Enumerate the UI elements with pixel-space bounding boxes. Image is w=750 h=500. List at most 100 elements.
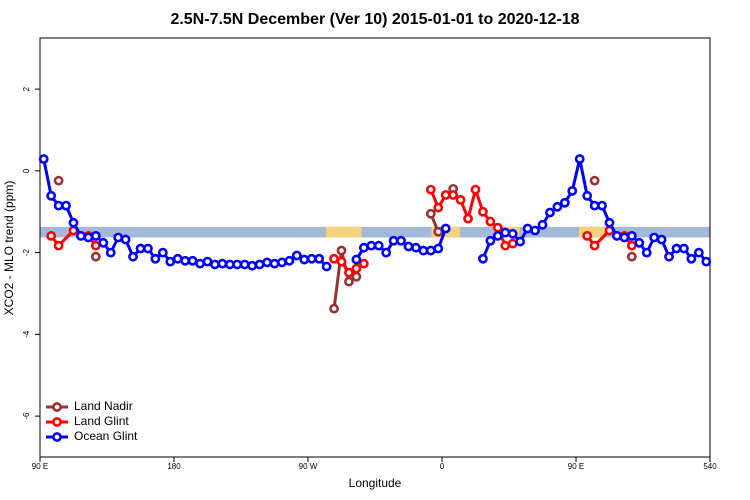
marker (500, 240, 511, 251)
marker (433, 202, 444, 213)
marker (567, 185, 578, 196)
y-tick-label: 2 (22, 86, 31, 91)
marker (351, 271, 362, 282)
marker (329, 253, 339, 264)
marker (440, 223, 451, 234)
marker (232, 259, 243, 270)
band-highlight (578, 226, 606, 238)
marker (433, 226, 444, 237)
x-tick-label: 180 (167, 462, 181, 471)
marker (83, 232, 94, 243)
chart-title: 2.5N-7.5N December (Ver 10) 2015-01-01 t… (170, 11, 579, 28)
marker (433, 243, 444, 254)
y-tick-label: -6 (22, 412, 31, 420)
marker (90, 240, 101, 251)
marker (269, 258, 280, 269)
x-tick-label: 90 E (32, 462, 48, 471)
marker (440, 190, 451, 200)
marker (120, 234, 131, 245)
marker (150, 253, 161, 264)
marker (135, 243, 146, 254)
marker (157, 247, 168, 258)
marker (641, 247, 652, 258)
x-tick-label: 90 W (299, 462, 318, 471)
marker (61, 200, 71, 211)
marker (507, 238, 518, 249)
marker (165, 256, 176, 267)
marker (38, 154, 49, 164)
legend-marker (52, 417, 62, 427)
marker (90, 251, 101, 262)
marker (53, 240, 64, 251)
marker (612, 230, 622, 241)
marker (559, 197, 570, 208)
marker (492, 222, 503, 233)
legend-label: Land Nadir (74, 399, 133, 413)
marker (329, 303, 339, 314)
marker (597, 200, 607, 211)
legend-marker (52, 432, 62, 442)
marker (224, 259, 235, 270)
legend-marker (52, 402, 62, 412)
marker (604, 217, 615, 228)
marker (485, 216, 496, 227)
marker (455, 194, 466, 205)
marker (634, 237, 645, 248)
marker (336, 245, 347, 256)
marker (500, 227, 511, 238)
marker (98, 237, 109, 248)
x-axis-label: Longitude (349, 476, 402, 490)
marker (463, 213, 473, 224)
marker (582, 190, 593, 201)
marker (589, 240, 600, 251)
marker (582, 230, 593, 241)
marker (351, 254, 362, 265)
marker (239, 259, 250, 270)
marker (478, 206, 488, 217)
marker (291, 250, 302, 261)
plot-frame (39, 37, 711, 458)
marker (195, 258, 205, 269)
marker (418, 245, 429, 256)
marker (619, 232, 630, 243)
marker (90, 230, 101, 241)
marker (306, 253, 317, 264)
series-line (42, 158, 328, 268)
marker (411, 242, 421, 253)
y-axis-label: XCO2 - MLO trend (ppm) (2, 181, 16, 316)
marker (366, 240, 377, 251)
marker (254, 259, 265, 270)
x-tick-label: 90 E (568, 462, 584, 471)
marker (344, 276, 354, 287)
marker (262, 257, 272, 268)
marker (686, 253, 697, 264)
y-tick-label: 0 (22, 168, 31, 173)
marker (485, 235, 496, 246)
marker (358, 242, 369, 253)
marker (522, 223, 533, 234)
marker (53, 200, 64, 211)
marker (46, 190, 57, 201)
marker (105, 247, 116, 258)
marker (478, 253, 488, 264)
marker (589, 175, 600, 186)
marker (381, 247, 392, 258)
marker (537, 219, 548, 230)
legend-label: Land Glint (74, 414, 129, 428)
marker (336, 256, 347, 267)
marker (552, 201, 563, 212)
marker (574, 154, 585, 164)
y-tick-label: -2 (22, 249, 31, 257)
marker (321, 261, 332, 272)
marker (277, 257, 287, 268)
marker (403, 241, 414, 252)
marker (128, 251, 138, 262)
marker (656, 234, 667, 245)
marker (180, 255, 191, 266)
marker (664, 251, 674, 262)
marker (649, 232, 660, 243)
marker (351, 263, 362, 274)
marker (217, 258, 228, 269)
marker (693, 247, 704, 258)
